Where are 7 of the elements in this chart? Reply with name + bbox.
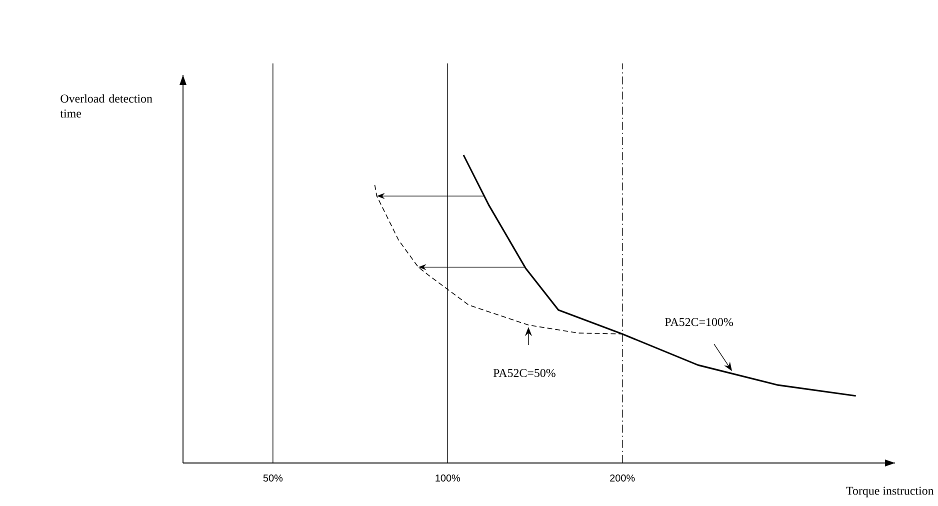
x-tick-label: 50% [263, 474, 283, 482]
y-axis-title: Overload detection time [60, 94, 152, 118]
x-tick-label: 200% [610, 474, 635, 482]
x-tick-label: 100% [436, 474, 460, 482]
x-axis-title: Torque instruction [846, 486, 934, 498]
annotation: PA52C=50% [493, 368, 556, 378]
annotation: PA52C=100% [665, 318, 734, 326]
